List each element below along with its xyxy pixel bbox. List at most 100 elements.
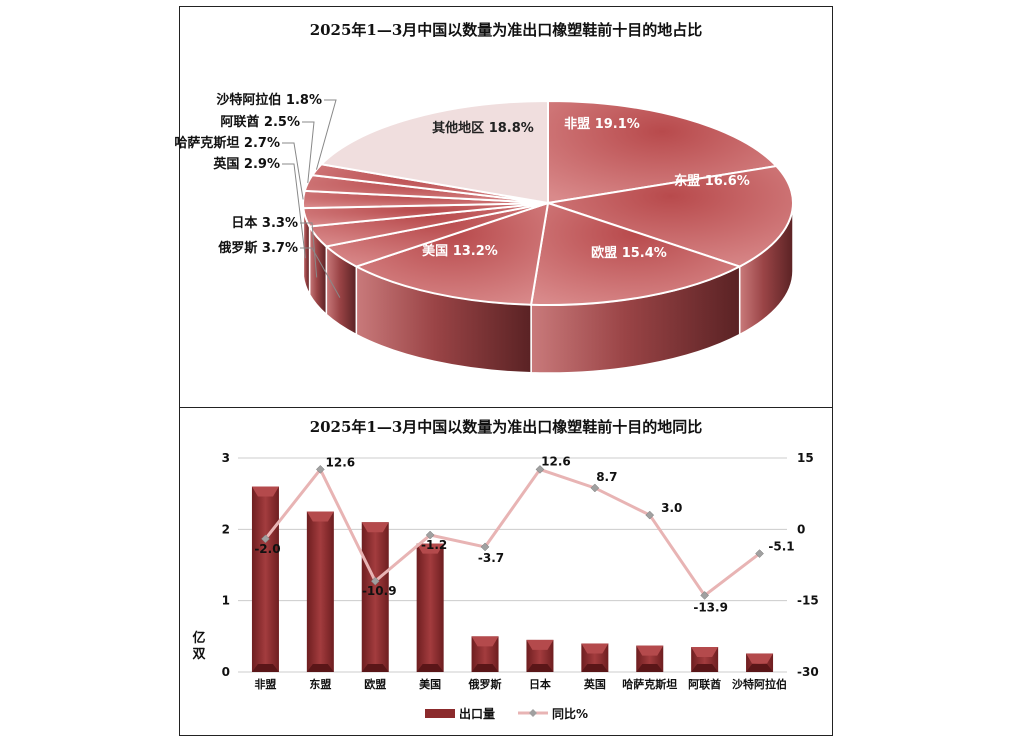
x-label-4: 俄罗斯 [468,677,502,691]
bar-cap-0 [251,486,279,497]
yoy-label-1: 12.6 [326,455,356,469]
pie-label-8: 阿联酋 2.5% [220,114,300,130]
bar-base-4 [471,664,499,672]
y-label-char-1: 双 [192,647,205,662]
pie-label-7: 哈萨克斯坦 2.7% [174,135,280,151]
bar-cap-4 [471,636,499,647]
bar-base-2 [361,664,389,672]
yoy-marker-0 [261,534,270,544]
yoy-marker-6 [590,483,600,493]
pie-leader-7 [282,142,304,200]
bar-cap-7 [636,645,664,656]
yoy-marker-9 [755,549,764,558]
bar-base-6 [581,664,609,672]
right-tick-0: -30 [797,665,819,679]
yoy-marker-5 [535,465,545,474]
bar-base-8 [691,664,719,672]
left-tick-1: 1 [222,594,230,608]
yoy-marker-2 [370,576,380,586]
x-axis-labels: 非盟 东盟 欧盟 美国 俄罗斯 日本 英国 哈萨克斯坦 阿联酋 沙特阿拉伯 [254,677,787,691]
yoy-label-4: -3.7 [478,551,504,565]
pie-chart [302,99,794,374]
bar-base-7 [636,664,664,672]
pie-label-1: 东盟 16.6% [674,173,750,189]
bar-cap-9 [746,653,774,664]
pie-slice-2 [529,201,743,306]
yoy-label-0: -2.0 [254,542,280,556]
left-tick-3: 3 [222,451,230,465]
yoy-marker-4 [480,542,490,552]
yoy-marker-8 [700,591,710,600]
legend-line-marker [529,709,537,717]
yoy-label-6: 8.7 [596,470,617,484]
yoy-label-5: 12.6 [541,454,571,468]
pie-leader-8 [302,121,315,183]
right-tick-1: -15 [797,594,819,608]
pie-label-4: 俄罗斯 3.7% [217,240,298,256]
pie-labels: 非盟 19.1% 东盟 16.6% 欧盟 15.4% 美国 13.2% 俄罗斯 3.7%… [174,92,750,298]
yoy-label-2: -10.9 [362,584,397,598]
bar-base-9 [746,664,774,672]
pie-leader-5 [300,222,318,278]
x-label-8: 阿联酋 [688,677,721,691]
bar-3 [416,543,444,672]
yoy-label-3: -1.2 [421,538,447,552]
bar-1 [306,511,334,672]
yoy-marker-1 [315,465,325,474]
pie-slice-3 [353,201,550,306]
x-label-2: 欧盟 [364,677,386,691]
bar-base-1 [306,664,334,672]
legend-bar-swatch [425,709,455,718]
right-tick-3: 15 [797,451,814,465]
pie-label-6: 英国 2.9% [212,156,280,172]
bar-chart-title: 2025年1—3月中国以数量为准出口橡塑鞋前十目的地同比 [310,418,703,436]
pie-label-9: 沙特阿拉伯 1.8% [216,92,322,108]
bar-cap-2 [361,522,389,533]
legend-bar-label: 出口量 [459,706,495,721]
yoy-marker-7 [645,510,655,520]
line-series: -2.0 12.6 -10.9 -1.2 -3.7 12.6 8.7 3.0 -13.9 -5.1 [254,454,794,614]
pie-slice-1 [547,164,794,268]
bar-cap-8 [691,647,719,658]
bar-2 [361,522,389,672]
legend: 出口量 同比% [425,706,588,721]
bar-base-5 [526,664,554,672]
pie-label-0: 非盟 19.1% [564,116,640,132]
yoy-label-9: -5.1 [768,540,794,554]
x-label-9: 沙特阿拉伯 [732,677,787,691]
pie-label-10: 其他地区 18.8% [432,120,534,136]
pie-label-5: 日本 3.3% [231,215,298,231]
bar-base-3 [416,664,444,672]
pie-leader-6 [282,163,306,259]
x-label-1: 东盟 [309,677,331,691]
yoy-marker-3 [425,530,435,540]
left-tick-2: 2 [222,522,230,536]
pie-label-3: 美国 13.2% [422,243,498,259]
bottom-chart-panel [179,407,833,736]
right-axis-ticks: -30 -15 0 15 [797,451,819,679]
bar-cap-5 [526,639,554,650]
bar-0 [251,486,279,672]
x-label-0: 非盟 [254,677,276,691]
yoy-line [264,466,761,598]
bar-cap-3 [416,543,444,554]
x-label-7: 哈萨克斯坦 [622,677,677,691]
legend-line-label: 同比% [552,706,588,721]
yoy-label-8: -13.9 [693,600,728,614]
pie-chart-title: 2025年1—3月中国以数量为准出口橡塑鞋前十目的地占比 [310,21,703,39]
bar-cap-1 [306,511,334,522]
left-tick-0: 0 [222,665,230,679]
left-axis-ticks: 0 1 2 3 [222,451,230,679]
pie-label-2: 欧盟 15.4% [591,245,667,261]
y-axis-label: 亿双 [192,630,205,662]
bar-base-0 [251,664,279,672]
y-label-char-0: 亿 [192,630,205,646]
x-label-6: 英国 [583,677,606,691]
pie-slice-0 [547,99,779,205]
right-tick-2: 0 [797,522,805,536]
bar-cap-6 [581,643,609,654]
pie-slice-10 [319,99,549,205]
bar-series [251,486,774,672]
pie-leader-9 [315,99,337,170]
